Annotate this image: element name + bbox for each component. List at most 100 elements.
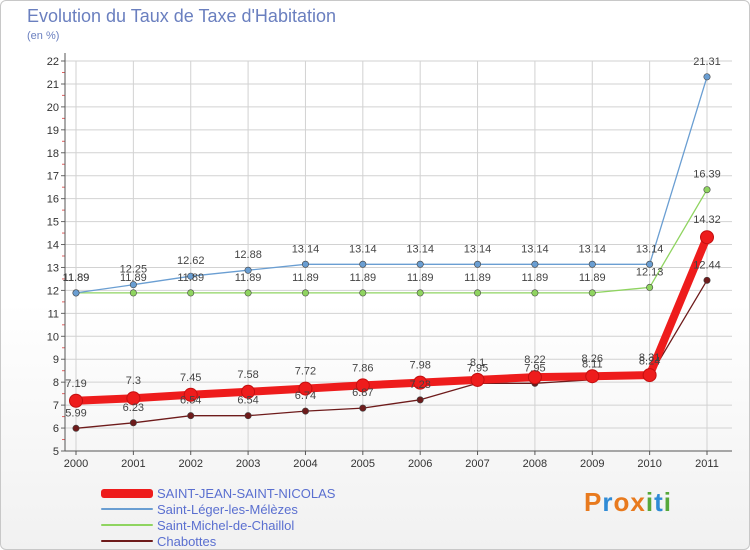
data-label-chabottes: 7.95: [524, 362, 545, 374]
y-tick-label: 6: [53, 423, 59, 435]
data-point-saint-leger-les-melezes: [129, 281, 137, 289]
y-tick-label: 5: [53, 446, 59, 458]
data-point-chabottes: [416, 396, 424, 404]
data-point-saint-leger-les-melezes: [416, 260, 424, 268]
data-point-saint-michel-de-chaillol: [359, 289, 367, 297]
legend-item-saint-leger-les-melezes[interactable]: Saint-Léger-les-Mélèzes: [101, 501, 335, 517]
data-label-saint-michel-de-chaillol: 11.89: [177, 272, 204, 284]
logo-letter: i: [645, 487, 655, 517]
legend-label-saint-michel-de-chaillol: Saint-Michel-de-Chaillol: [157, 517, 295, 533]
y-tick-label: 7: [53, 400, 59, 412]
data-label-chabottes: 7.95: [467, 362, 488, 374]
data-point-saint-jean-saint-nicolas: [69, 393, 83, 408]
data-label-chabottes: 7.23: [409, 379, 430, 391]
data-label-saint-michel-de-chaillol: 11.89: [292, 272, 319, 284]
data-label-chabottes: 6.54: [237, 395, 258, 407]
data-label-saint-jean-saint-nicolas: 7.58: [237, 369, 258, 381]
data-label-saint-michel-de-chaillol: 12.13: [636, 266, 664, 278]
x-tick-label: 2010: [637, 458, 661, 470]
data-label-saint-michel-de-chaillol: 11.89: [579, 272, 606, 284]
data-label-saint-leger-les-melezes: 13.14: [464, 243, 492, 255]
data-point-saint-jean-saint-nicolas: [470, 372, 485, 387]
data-point-saint-michel-de-chaillol: [301, 289, 309, 297]
y-tick-label: 20: [47, 102, 59, 114]
legend-item-saint-jean-saint-nicolas[interactable]: SAINT-JEAN-SAINT-NICOLAS: [101, 485, 335, 501]
data-label-saint-michel-de-chaillol: 16.39: [693, 169, 721, 181]
data-point-saint-michel-de-chaillol: [187, 289, 195, 297]
series-line-saint-michel-de-chaillol: [75, 189, 708, 294]
data-label-saint-jean-saint-nicolas: 7.72: [295, 366, 316, 378]
data-label-saint-leger-les-melezes: 13.14: [406, 243, 434, 255]
data-label-chabottes: 5.99: [65, 407, 86, 419]
data-label-saint-jean-saint-nicolas: 7.19: [65, 378, 86, 390]
series-line-chabottes: [75, 279, 708, 429]
x-tick-label: 2002: [178, 458, 202, 470]
data-label-saint-michel-de-chaillol: 11.89: [464, 272, 491, 284]
data-point-chabottes: [129, 419, 137, 427]
series-line-saint-leger-les-melezes: [75, 76, 708, 294]
data-point-saint-leger-les-melezes: [646, 260, 654, 268]
data-label-saint-leger-les-melezes: 21.31: [693, 56, 721, 68]
x-tick-label: 2011: [695, 458, 719, 470]
data-point-saint-leger-les-melezes: [301, 260, 309, 268]
data-point-saint-michel-de-chaillol: [588, 289, 596, 297]
y-tick-label: 12: [47, 285, 59, 297]
data-point-saint-jean-saint-nicolas: [700, 230, 714, 245]
y-tick-label: 17: [47, 171, 59, 183]
data-point-chabottes: [703, 276, 711, 284]
data-point-chabottes: [72, 424, 80, 432]
legend-item-chabottes[interactable]: Chabottes: [101, 533, 335, 549]
data-point-saint-jean-saint-nicolas: [642, 368, 657, 383]
data-point-chabottes: [301, 407, 309, 415]
y-tick-label: 21: [47, 79, 59, 91]
data-point-saint-michel-de-chaillol: [531, 289, 539, 297]
data-point-saint-leger-les-melezes: [531, 260, 539, 268]
data-point-saint-leger-les-melezes: [187, 272, 195, 280]
data-label-chabottes: 6.87: [352, 387, 373, 399]
legend-swatch-chabottes: [101, 540, 153, 542]
data-point-saint-leger-les-melezes: [474, 260, 482, 268]
data-label-saint-jean-saint-nicolas: 8.1: [470, 357, 485, 369]
data-label-saint-leger-les-melezes: 13.14: [349, 243, 377, 255]
x-tick-label: 2003: [236, 458, 260, 470]
legend-item-saint-michel-de-chaillol[interactable]: Saint-Michel-de-Chaillol: [101, 517, 335, 533]
y-tick-label: 9: [53, 354, 59, 366]
data-point-saint-leger-les-melezes: [244, 266, 252, 274]
y-tick-label: 14: [47, 240, 59, 252]
data-label-chabottes: 6.54: [180, 395, 201, 407]
data-label-saint-jean-saint-nicolas: 7.45: [180, 372, 201, 384]
data-point-saint-michel-de-chaillol: [703, 186, 711, 194]
logo-letter: o: [613, 487, 631, 517]
x-tick-label: 2009: [580, 458, 604, 470]
data-label-saint-leger-les-melezes: 13.14: [521, 243, 549, 255]
data-point-saint-jean-saint-nicolas: [126, 391, 141, 406]
data-point-chabottes: [244, 412, 252, 420]
data-label-saint-jean-saint-nicolas: 8.31: [639, 352, 660, 364]
y-tick-label: 15: [47, 217, 59, 229]
data-label-saint-michel-de-chaillol: 11.89: [120, 272, 147, 284]
legend-label-saint-leger-les-melezes: Saint-Léger-les-Mélèzes: [157, 501, 298, 517]
data-label-saint-jean-saint-nicolas: 8.26: [582, 353, 603, 365]
x-tick-label: 2005: [351, 458, 375, 470]
y-tick-label: 11: [48, 308, 59, 320]
data-label-saint-jean-saint-nicolas: 8.22: [524, 354, 545, 366]
data-label-chabottes: 8.11: [582, 359, 603, 371]
data-label-saint-leger-les-melezes: 13.14: [292, 243, 320, 255]
x-tick-label: 2000: [64, 458, 88, 470]
logo-letter: P: [584, 487, 603, 517]
y-tick-label: 13: [47, 262, 59, 274]
data-label-chabottes: 6.23: [123, 402, 144, 414]
y-tick-label: 16: [47, 194, 59, 206]
x-tick-label: 2004: [293, 458, 317, 470]
data-label-chabottes: 12.44: [693, 259, 721, 271]
y-tick-label: 10: [47, 331, 59, 343]
data-point-saint-jean-saint-nicolas: [527, 370, 542, 385]
chart-title: Evolution du Taux de Taxe d'Habitation: [27, 6, 336, 26]
data-label-saint-jean-saint-nicolas: 7.98: [409, 360, 430, 372]
data-label-saint-michel-de-chaillol: 11.89: [235, 272, 262, 284]
logo-letter: i: [663, 487, 672, 517]
y-tick-label: 22: [47, 56, 59, 68]
x-tick-label: 2007: [465, 458, 489, 470]
